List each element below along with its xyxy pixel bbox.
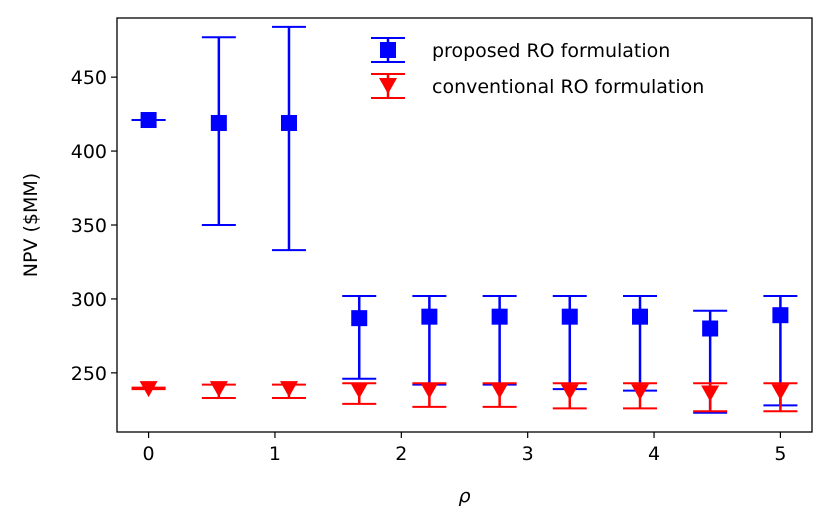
x-tick-label: 2 <box>395 443 407 465</box>
x-tick-label: 4 <box>648 443 660 465</box>
y-tick-label: 400 <box>71 141 107 163</box>
y-tick-label: 450 <box>71 67 107 89</box>
legend-marker <box>379 78 397 94</box>
data-point <box>771 384 790 401</box>
data-point <box>701 385 720 402</box>
data-point <box>139 381 158 398</box>
data-point <box>421 308 438 325</box>
legend-item-0: proposed RO formulation <box>371 37 670 63</box>
data-point <box>351 310 368 327</box>
data-point <box>420 382 439 399</box>
x-tick-label: 5 <box>774 443 786 465</box>
x-axis-label: ρ <box>458 485 470 507</box>
y-axis-label: NPV ($MM) <box>20 173 42 277</box>
data-point <box>490 382 509 399</box>
data-point <box>561 308 578 325</box>
data-point <box>560 384 579 401</box>
y-tick-label: 250 <box>71 363 107 385</box>
data-point <box>632 308 649 325</box>
data-point <box>702 320 719 337</box>
series-1 <box>131 381 798 413</box>
data-point <box>140 112 157 129</box>
legend-item-1: conventional RO formulation <box>371 73 704 99</box>
series-0 <box>131 25 798 414</box>
plot-frame <box>116 17 813 433</box>
data-point <box>631 384 650 401</box>
axis-ticks: 0 1 2 3 4 5 250 300 350 400 450 <box>71 67 787 465</box>
data-point <box>772 307 789 324</box>
y-tick-label: 300 <box>71 289 107 311</box>
data-point <box>210 114 227 131</box>
data-point <box>491 308 508 325</box>
x-tick-label: 3 <box>522 443 534 465</box>
legend-marker <box>380 42 396 58</box>
data-point <box>279 381 298 398</box>
data-point <box>280 114 297 131</box>
y-tick-label: 350 <box>71 215 107 237</box>
data-point <box>209 381 228 398</box>
plot-series <box>131 25 798 414</box>
legend-label: proposed RO formulation <box>432 40 670 62</box>
x-tick-label: 0 <box>143 443 155 465</box>
legend-label: conventional RO formulation <box>432 76 704 98</box>
x-tick-label: 1 <box>269 443 281 465</box>
legend: proposed RO formulation conventional RO f… <box>371 37 704 99</box>
data-point <box>350 382 369 399</box>
